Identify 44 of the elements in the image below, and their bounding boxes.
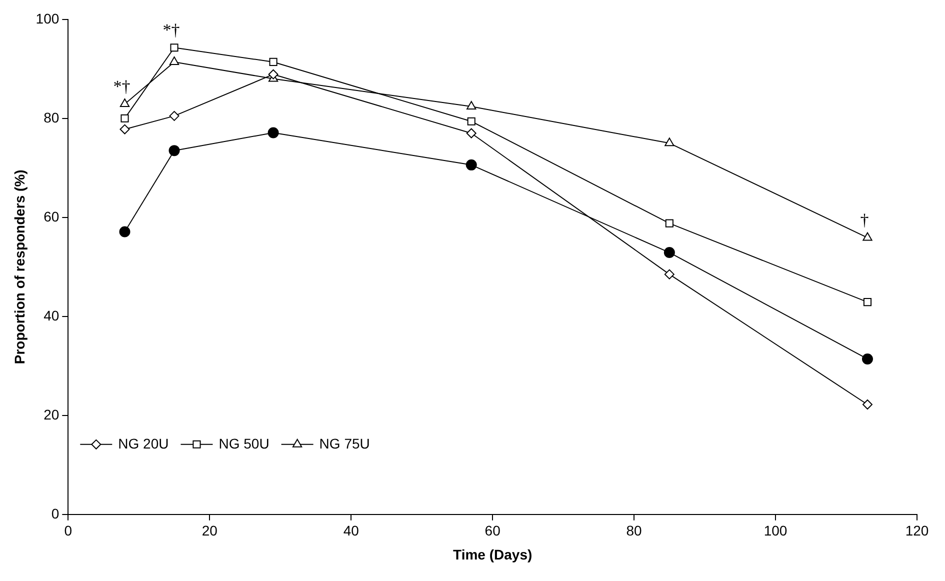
x-tick-label: 100 <box>764 522 788 539</box>
y-axis-title: Proportion of responders (%) <box>11 170 28 364</box>
y-tick-label: 40 <box>44 307 60 324</box>
point <box>119 226 130 238</box>
x-tick-label: 80 <box>626 522 642 539</box>
point <box>466 159 477 170</box>
y-tick-label: 100 <box>36 10 60 26</box>
point <box>268 127 279 138</box>
x-tick-label: 120 <box>905 522 929 539</box>
annotation: *† <box>162 20 180 40</box>
point <box>467 117 476 126</box>
point <box>120 114 129 122</box>
legend-label: NG 20U <box>118 435 169 452</box>
legend-label: NG 75U <box>319 435 370 452</box>
point <box>120 98 130 108</box>
point <box>120 124 130 134</box>
point <box>862 353 873 364</box>
point <box>268 69 278 80</box>
point <box>862 232 872 241</box>
x-tick-label: 0 <box>64 522 72 539</box>
point <box>269 58 278 66</box>
x-tick-label: 40 <box>343 522 360 539</box>
point <box>664 138 674 146</box>
point <box>168 145 180 156</box>
point <box>466 128 476 138</box>
point <box>664 269 674 280</box>
point <box>863 298 872 306</box>
annotation: *† <box>113 77 130 96</box>
y-tick-label: 60 <box>44 208 60 224</box>
point <box>169 110 180 121</box>
x-tick-label: 20 <box>202 522 218 539</box>
annotation: † <box>860 210 869 230</box>
y-tick-label: 80 <box>44 109 60 126</box>
point <box>665 219 674 228</box>
x-axis-title: Time (Days) <box>453 546 532 562</box>
legend-label: NG 50U <box>218 435 270 452</box>
point <box>170 44 178 52</box>
x-tick-label: 60 <box>484 522 501 539</box>
y-tick-label: 20 <box>44 406 60 422</box>
y-tick-label: 0 <box>51 505 60 522</box>
point <box>664 247 675 258</box>
point <box>169 56 180 65</box>
point <box>862 400 872 410</box>
point <box>466 101 476 110</box>
